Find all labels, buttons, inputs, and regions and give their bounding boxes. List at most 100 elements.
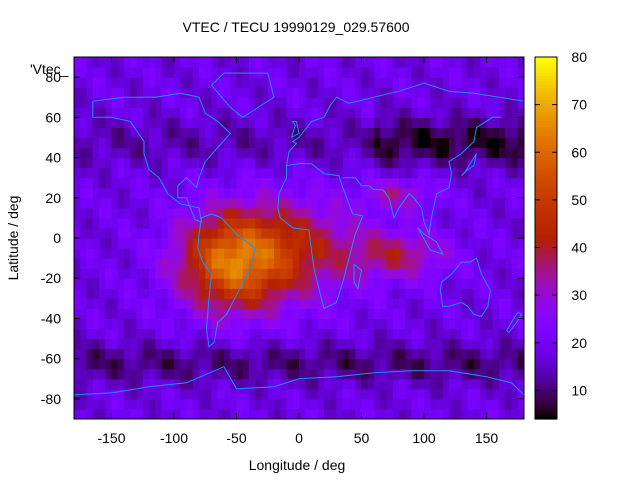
heatmap-cell bbox=[380, 258, 388, 269]
heatmap-cell bbox=[474, 378, 481, 390]
heatmap-cell bbox=[199, 278, 206, 289]
heatmap-cell bbox=[449, 107, 456, 118]
heatmap-cell bbox=[236, 107, 244, 118]
heatmap-cell bbox=[124, 368, 131, 380]
heatmap-cell bbox=[355, 137, 363, 149]
heatmap-cell bbox=[380, 298, 388, 309]
heatmap-cell bbox=[455, 258, 463, 269]
heatmap-cell bbox=[505, 408, 513, 419]
heatmap-cell bbox=[174, 217, 181, 229]
heatmap-cell bbox=[449, 137, 456, 149]
heatmap-cell bbox=[355, 288, 363, 299]
heatmap-cell bbox=[161, 388, 169, 400]
heatmap-cell bbox=[236, 207, 244, 219]
heatmap-cell bbox=[449, 408, 456, 419]
heatmap-cell bbox=[261, 207, 269, 219]
heatmap-cell bbox=[224, 127, 231, 139]
heatmap-cell bbox=[180, 147, 188, 159]
heatmap-cell bbox=[299, 77, 306, 88]
heatmap-cell bbox=[211, 248, 219, 259]
colorbar-swatch bbox=[535, 60, 557, 64]
heatmap-cell bbox=[167, 207, 175, 219]
heatmap-cell bbox=[174, 388, 181, 400]
heatmap-cell bbox=[505, 288, 513, 299]
heatmap-cell bbox=[286, 298, 294, 309]
heatmap-cell bbox=[449, 157, 456, 169]
heatmap-cell bbox=[349, 107, 356, 118]
heatmap-cell bbox=[505, 268, 513, 279]
heatmap-cell bbox=[367, 77, 375, 88]
heatmap-cell bbox=[124, 398, 131, 410]
heatmap-cell bbox=[361, 408, 369, 419]
heatmap-cell bbox=[86, 197, 94, 209]
heatmap-cell bbox=[211, 258, 219, 269]
heatmap-cell bbox=[249, 278, 256, 289]
heatmap-cell bbox=[142, 177, 150, 189]
heatmap-cell bbox=[467, 107, 475, 118]
heatmap-cell bbox=[136, 398, 144, 410]
heatmap-cell bbox=[261, 248, 269, 259]
heatmap-cell bbox=[155, 57, 163, 68]
heatmap-cell bbox=[492, 278, 500, 289]
heatmap-cell bbox=[155, 388, 163, 400]
heatmap-cell bbox=[149, 398, 156, 410]
heatmap-cell bbox=[299, 107, 306, 118]
heatmap-cell bbox=[411, 177, 419, 189]
heatmap-cell bbox=[424, 217, 431, 229]
heatmap-cell bbox=[399, 127, 406, 139]
heatmap-cell bbox=[124, 197, 131, 209]
heatmap-cell bbox=[349, 77, 356, 88]
heatmap-cell bbox=[211, 348, 219, 360]
heatmap-cell bbox=[211, 288, 219, 299]
heatmap-cell bbox=[249, 388, 256, 400]
heatmap-cell bbox=[305, 358, 313, 370]
colorbar-swatch bbox=[535, 319, 557, 324]
heatmap-cell bbox=[99, 268, 106, 279]
y-tick-label: 0 bbox=[53, 230, 61, 246]
heatmap-cell bbox=[386, 358, 394, 370]
heatmap-cell bbox=[374, 107, 381, 118]
heatmap-cell bbox=[224, 348, 231, 360]
heatmap-cell bbox=[111, 117, 119, 128]
heatmap-cell bbox=[236, 278, 244, 289]
heatmap-cell bbox=[230, 217, 238, 229]
colorbar-swatch bbox=[535, 259, 557, 263]
colorbar-swatch bbox=[535, 358, 557, 363]
heatmap-cell bbox=[242, 107, 250, 118]
heatmap-cell bbox=[286, 408, 294, 419]
heatmap-cell bbox=[361, 177, 369, 189]
heatmap-cell bbox=[286, 147, 294, 159]
heatmap-cell bbox=[124, 147, 131, 159]
colorbar-swatch bbox=[535, 274, 557, 278]
heatmap-cell bbox=[155, 288, 163, 299]
heatmap-cell bbox=[236, 318, 244, 330]
heatmap-cell bbox=[249, 398, 256, 410]
heatmap-cell bbox=[449, 187, 456, 199]
heatmap-cell bbox=[292, 268, 300, 279]
heatmap-cell bbox=[392, 348, 400, 360]
heatmap-cell bbox=[74, 97, 81, 108]
heatmap-cell bbox=[92, 248, 100, 259]
heatmap-cell bbox=[80, 408, 88, 419]
heatmap-cell bbox=[317, 348, 325, 360]
heatmap-cell bbox=[330, 378, 338, 390]
heatmap-cell bbox=[517, 398, 524, 410]
heatmap-cell bbox=[267, 157, 275, 169]
heatmap-cell bbox=[230, 388, 238, 400]
heatmap-cell bbox=[267, 137, 275, 149]
heatmap-cell bbox=[374, 67, 381, 78]
heatmap-cell bbox=[74, 358, 81, 370]
heatmap-cell bbox=[242, 388, 250, 400]
heatmap-cell bbox=[342, 127, 350, 139]
heatmap-cell bbox=[342, 238, 350, 249]
x-tick-label: -50 bbox=[226, 430, 246, 446]
heatmap-cell bbox=[505, 338, 513, 350]
heatmap-cell bbox=[480, 348, 488, 360]
heatmap-cell bbox=[505, 97, 513, 108]
heatmap-cell bbox=[161, 147, 169, 159]
heatmap-cell bbox=[130, 137, 138, 149]
heatmap-cell bbox=[205, 187, 213, 199]
heatmap-cell bbox=[392, 288, 400, 299]
heatmap-cell bbox=[299, 278, 306, 289]
colorbar-swatch bbox=[535, 307, 557, 311]
